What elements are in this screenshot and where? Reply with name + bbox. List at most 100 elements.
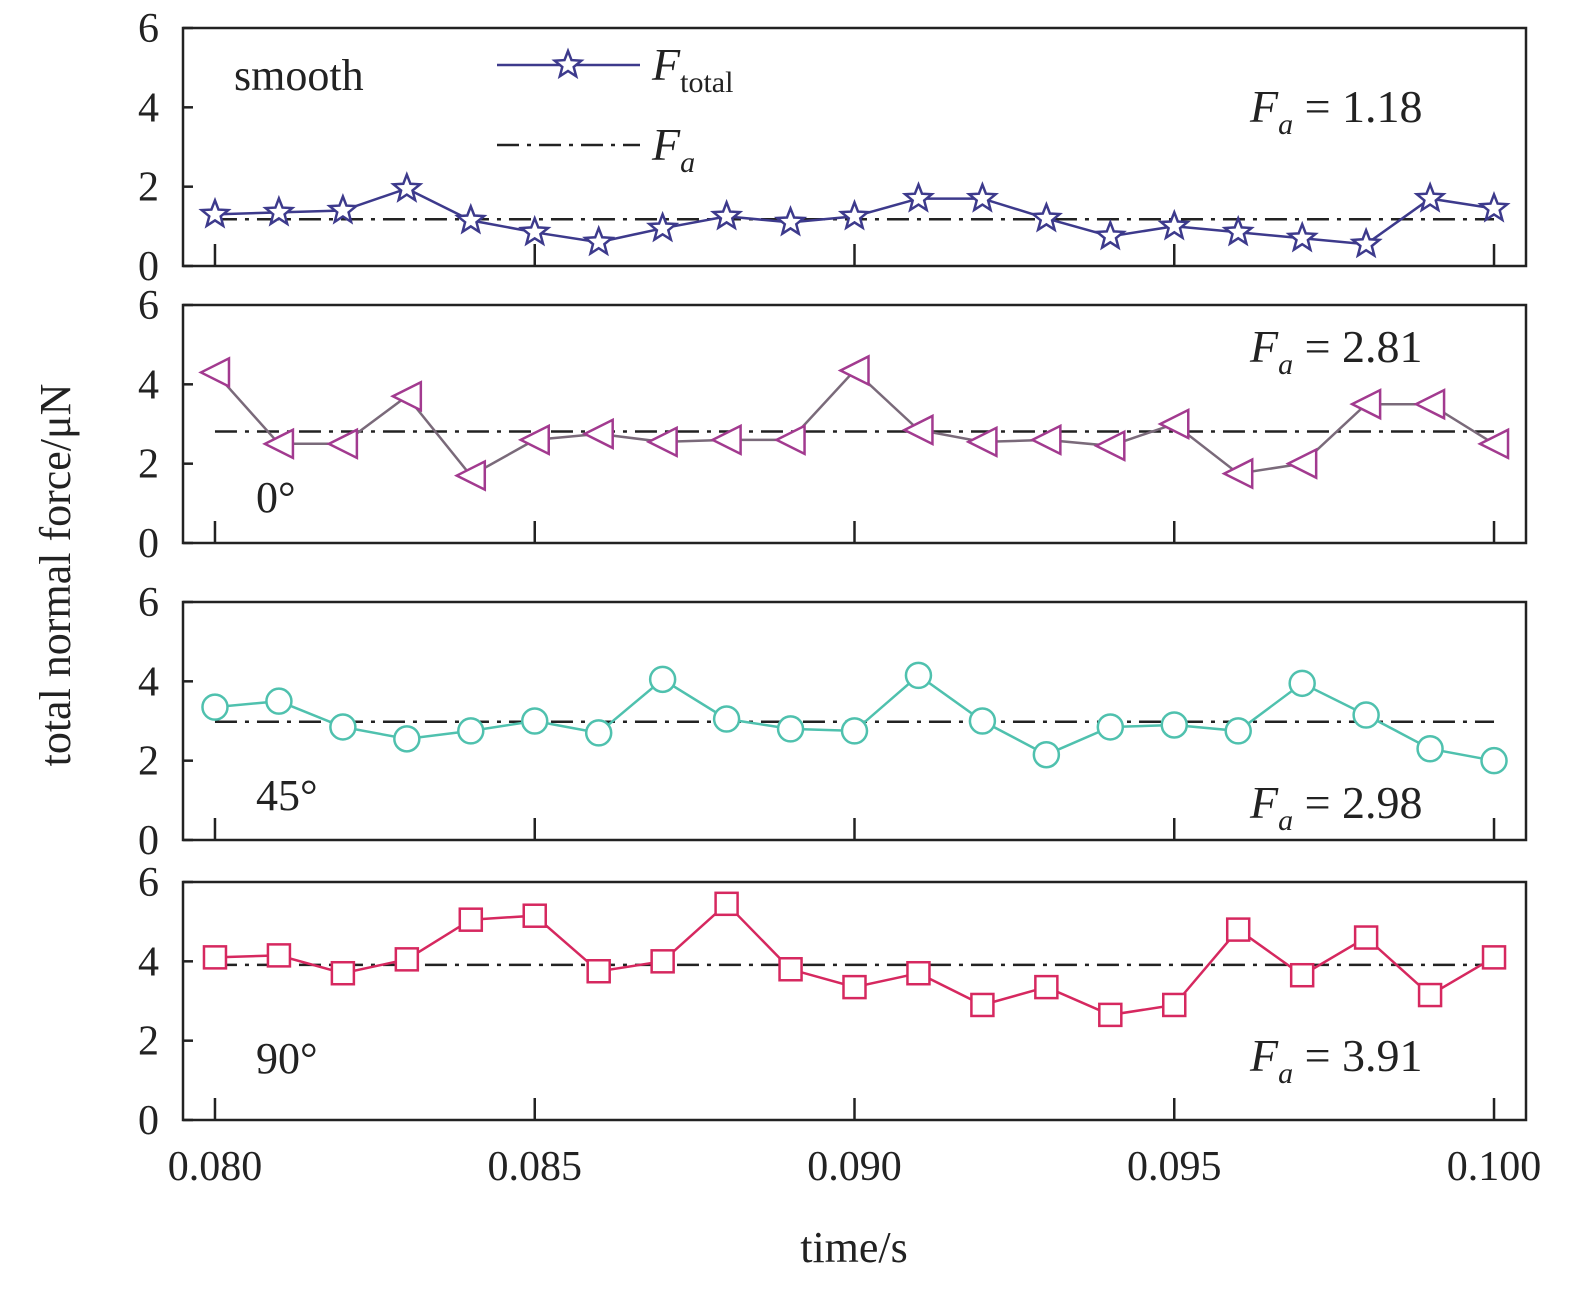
data-point-triangle-4	[453, 459, 487, 492]
legend: Ftotal Fa	[497, 39, 733, 179]
y-axis-title: total normal force/μN	[31, 384, 80, 767]
y-tick-label: 6	[138, 860, 159, 906]
data-point-triangle-5	[517, 423, 550, 456]
data-point-triangle-19	[1413, 388, 1446, 421]
panel-3: 0 2 4 6 90° Fa = 3.91	[138, 860, 1528, 1144]
legend-label-fa: Fa	[651, 119, 695, 179]
legend-label-total: Ftotal	[651, 39, 733, 99]
data-point-triangle-8	[709, 423, 742, 456]
data-point-triangle-14	[1093, 429, 1126, 462]
y-tick-label: 2	[138, 1019, 159, 1065]
data-point-circle-12	[968, 707, 997, 735]
data-point-star-15	[1157, 208, 1191, 241]
fa-value-label: Fa = 3.91	[1249, 1030, 1423, 1090]
data-point-square-4	[458, 907, 484, 932]
data-point-square-6	[586, 959, 611, 984]
data-point-square-12	[970, 992, 995, 1018]
data-point-circle-5	[520, 707, 549, 735]
data-point-star-14	[1093, 218, 1127, 251]
data-point-star-6	[582, 224, 616, 257]
data-point-square-16	[1225, 917, 1251, 942]
data-point-square-17	[1289, 962, 1315, 988]
y-tick-label: 0	[138, 818, 159, 864]
data-point-star-2	[326, 193, 360, 225]
y-tick-label: 0	[138, 244, 159, 290]
data-point-square-1	[266, 943, 292, 968]
y-tick-label: 6	[138, 6, 159, 52]
data-point-square-5	[522, 903, 547, 928]
data-point-circle-11	[904, 661, 933, 690]
y-tick-label: 4	[138, 362, 159, 408]
data-point-square-10	[842, 974, 867, 1000]
panel-0: 0 2 4 6 smooth Fa = 1.18	[138, 6, 1528, 290]
data-point-circle-16	[1224, 717, 1252, 745]
data-point-triangle-9	[773, 423, 806, 456]
x-axis-title: time/s	[800, 1223, 908, 1272]
panel-label: smooth	[234, 51, 364, 100]
data-point-circle-4	[457, 717, 485, 745]
data-point-star-4	[454, 202, 488, 235]
data-point-star-19	[1413, 181, 1447, 213]
data-point-triangle-11	[901, 413, 934, 446]
data-point-square-2	[330, 960, 356, 986]
data-point-circle-14	[1096, 713, 1125, 741]
y-tick-label: 0	[138, 1098, 159, 1144]
data-point-star-7	[645, 210, 680, 243]
data-point-square-13	[1034, 974, 1059, 1000]
data-point-star-20	[1477, 191, 1511, 223]
data-point-triangle-13	[1029, 423, 1062, 456]
fa-value-label: Fa = 2.81	[1249, 321, 1423, 381]
y-tick-label: 6	[138, 580, 159, 626]
data-point-triangle-18	[1349, 388, 1382, 421]
fa-value-label: Fa = 1.18	[1249, 81, 1423, 141]
data-point-triangle-10	[837, 354, 870, 387]
legend-star-icon	[551, 47, 585, 80]
fa-value-label: Fa = 2.98	[1249, 777, 1423, 837]
x-tick-label: 0.100	[1447, 1144, 1542, 1190]
data-point-triangle-1	[262, 427, 295, 460]
data-point-circle-1	[265, 687, 293, 715]
y-tick-label: 2	[138, 739, 159, 785]
panel-label: 45°	[256, 771, 318, 820]
data-point-star-10	[837, 198, 872, 231]
data-point-square-19	[1417, 982, 1443, 1008]
data-point-circle-17	[1288, 669, 1316, 698]
y-tick-label: 4	[138, 939, 159, 985]
data-point-square-0	[202, 945, 228, 970]
data-point-circle-9	[776, 715, 805, 743]
data-point-square-14	[1098, 1002, 1123, 1028]
data-point-star-1	[262, 194, 296, 227]
data-point-star-9	[773, 204, 808, 237]
x-tick-label: 0.080	[168, 1144, 263, 1190]
data-point-star-5	[518, 214, 552, 247]
data-point-triangle-15	[1157, 407, 1190, 441]
data-point-triangle-6	[581, 417, 614, 450]
data-point-circle-8	[712, 705, 741, 733]
panel-frame	[181, 880, 1528, 1122]
y-tick-label: 0	[138, 521, 159, 567]
y-tick-label: 2	[138, 442, 159, 488]
data-point-star-12	[965, 181, 1000, 213]
data-point-circle-19	[1416, 735, 1444, 763]
data-point-circle-2	[329, 713, 357, 741]
data-point-star-8	[709, 198, 744, 231]
data-point-triangle-16	[1221, 457, 1254, 490]
data-point-circle-13	[1032, 740, 1061, 769]
y-tick-label: 4	[138, 85, 159, 131]
data-point-star-0	[198, 196, 232, 229]
data-point-square-7	[650, 949, 675, 974]
y-tick-label: 6	[138, 283, 159, 329]
data-point-star-13	[1029, 200, 1063, 233]
data-point-square-8	[714, 891, 739, 917]
data-point-star-16	[1221, 214, 1255, 247]
data-point-square-20	[1481, 945, 1507, 970]
data-point-triangle-20	[1477, 427, 1510, 460]
data-point-circle-20	[1480, 746, 1508, 775]
x-tick-label: 0.095	[1127, 1144, 1222, 1190]
data-point-circle-18	[1352, 701, 1380, 729]
data-point-circle-3	[393, 725, 421, 753]
panel-2: 0 2 4 6 45° Fa = 2.98	[138, 580, 1528, 864]
data-point-triangle-3	[390, 380, 423, 413]
